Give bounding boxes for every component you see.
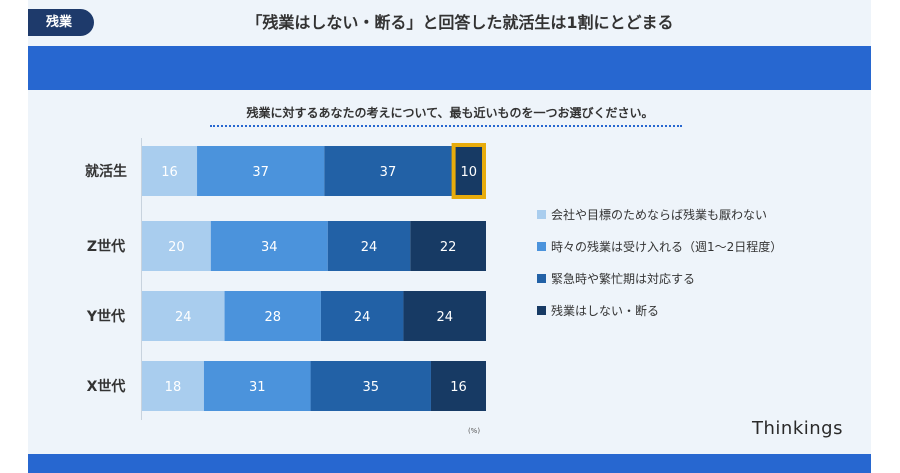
data-label: 24 (175, 310, 192, 325)
bar-segment (327, 221, 411, 271)
section-tag: 残業 (28, 9, 94, 36)
question-underline (210, 125, 682, 127)
brand-logo: Thinkings (752, 418, 843, 439)
bar-segment (320, 291, 404, 341)
legend-item: 残業はしない・断る (537, 294, 782, 326)
bar-segment (410, 221, 486, 271)
data-label: 10 (461, 165, 478, 180)
bar-segment (210, 221, 328, 271)
bar-segment (310, 361, 431, 411)
legend-swatch (537, 241, 546, 251)
legend-label: 会社や目標のためならば残業も厭わない (551, 207, 768, 222)
data-label: 37 (252, 165, 269, 180)
legend-swatch (537, 209, 546, 219)
chart-legend: 会社や目標のためならば残業も厭わない 時々の残業は受け入れる（週1〜2日程度） 緊急… (537, 198, 782, 326)
bar-segment (403, 291, 486, 341)
legend-item: 緊急時や繁忙期は対応する (537, 262, 782, 294)
data-label: 20 (168, 240, 185, 255)
bar-segment (451, 146, 486, 196)
bar-segment (142, 291, 225, 341)
legend-item: 時々の残業は受け入れる（週1〜2日程度） (537, 230, 782, 262)
category-label: Y世代 (86, 308, 125, 325)
bar-segment (203, 361, 311, 411)
legend-label: 緊急時や繁忙期は対応する (551, 271, 696, 286)
data-label: 31 (249, 380, 266, 395)
data-label: 24 (436, 310, 453, 325)
data-label: 24 (361, 240, 378, 255)
data-label: 18 (165, 380, 182, 395)
legend-swatch (537, 305, 546, 315)
data-label: 16 (161, 165, 178, 180)
bar-segment (324, 146, 452, 196)
unit-label: (%) (468, 427, 480, 435)
data-label: 16 (450, 380, 467, 395)
category-label: X世代 (87, 378, 126, 395)
bar-segment (197, 146, 325, 196)
bar-segment (142, 221, 211, 271)
headline: 「残業はしない・断る」と回答した就活生は1割にとどまる (246, 13, 674, 32)
highlight-box (451, 143, 487, 199)
top-band (28, 46, 871, 90)
data-label: 28 (264, 310, 281, 325)
bar-segment (430, 361, 486, 411)
bottom-band (28, 454, 871, 473)
data-label: 37 (380, 165, 397, 180)
data-label: 22 (440, 240, 457, 255)
legend-label: 時々の残業は受け入れる（週1〜2日程度） (551, 239, 783, 254)
data-label: 24 (354, 310, 371, 325)
legend-item: 会社や目標のためならば残業も厭わない (537, 198, 782, 230)
legend-label: 残業はしない・断る (551, 303, 660, 318)
data-label: 34 (261, 240, 278, 255)
data-label: 35 (362, 380, 379, 395)
survey-question: 残業に対するあなたの考えについて、最も近いものを一つお選びください。 (246, 106, 654, 120)
category-label: Z世代 (87, 238, 125, 255)
bar-segment (142, 361, 204, 411)
bar-segment (142, 146, 198, 196)
bar-segment (224, 291, 321, 341)
category-label: 就活生 (85, 163, 127, 180)
legend-swatch (537, 273, 546, 283)
